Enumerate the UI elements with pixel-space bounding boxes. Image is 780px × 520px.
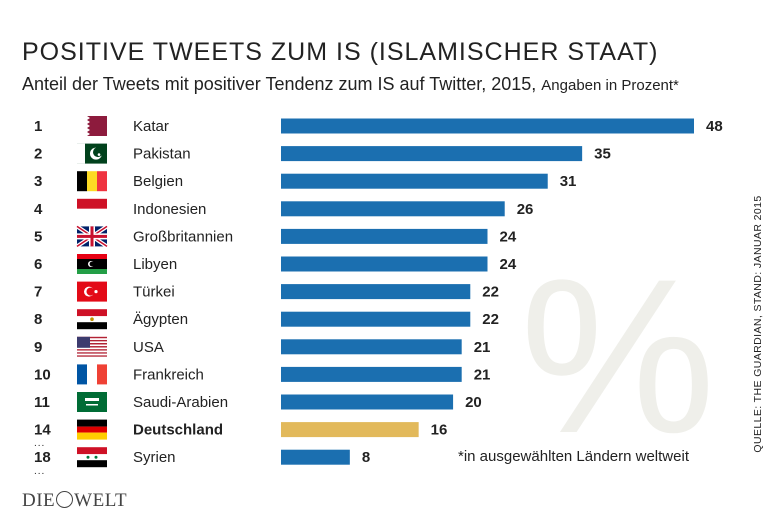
country-label: Ägypten (133, 311, 188, 328)
value-label: 21 (474, 339, 491, 356)
globe-icon (56, 491, 74, 508)
rank-label: 14 (34, 422, 51, 439)
value-label: 24 (500, 256, 517, 273)
rank-label: 7 (34, 284, 42, 301)
country-label: USA (133, 339, 164, 356)
flag-egypt-icon (77, 309, 107, 330)
rank-label: 3 (34, 173, 42, 190)
value-label: 20 (465, 394, 482, 411)
value-label: 16 (431, 422, 448, 439)
logo-right: WELT (74, 490, 128, 511)
country-label: Indonesien (133, 201, 206, 218)
bar (281, 173, 548, 189)
bar (281, 449, 350, 465)
rank-label: 1 (34, 118, 42, 135)
flag-syria-icon (77, 447, 107, 468)
country-label: Großbritannien (133, 228, 233, 245)
chart-title: POSITIVE TWEETS ZUM IS (ISLAMISCHER STAA… (22, 38, 659, 66)
bar (281, 422, 419, 438)
value-label: 48 (706, 118, 723, 135)
rank-label: 2 (34, 146, 42, 163)
country-label: Deutschland (133, 422, 223, 439)
bar (281, 339, 462, 355)
bar (281, 201, 505, 217)
country-label: Saudi-Arabien (133, 394, 228, 411)
country-label: Syrien (133, 449, 176, 466)
rank-label: 9 (34, 339, 42, 356)
flag-indonesia-icon (77, 198, 107, 219)
rank-gap-ellipsis-2: ... (34, 466, 46, 477)
bar (281, 284, 471, 300)
chart-subtitle: Anteil der Tweets mit positiver Tendenz … (22, 74, 679, 95)
rank-label: 11 (34, 394, 50, 411)
value-label: 35 (594, 146, 611, 163)
value-label: 8 (362, 449, 370, 466)
value-label: 31 (560, 173, 577, 190)
rank-label: 4 (34, 201, 43, 218)
rank-gap-ellipsis: ... (34, 438, 46, 449)
value-label: 22 (482, 311, 499, 328)
subtitle-text: Anteil der Tweets mit positiver Tendenz … (22, 74, 537, 94)
flag-belgium-icon (77, 171, 107, 192)
value-label: 24 (500, 228, 517, 245)
die-welt-logo: DIE WELT (22, 490, 127, 512)
flag-saudi-arabia-icon (77, 392, 107, 412)
flag-germany-icon (77, 419, 107, 440)
rank-label: 10 (34, 366, 51, 383)
flag-libya-icon (77, 254, 107, 274)
flag-turkey-icon (77, 281, 107, 302)
country-label: Katar (133, 118, 169, 135)
country-label: Türkei (133, 284, 175, 301)
country-label: Frankreich (133, 366, 204, 383)
rank-label: 5 (34, 228, 42, 245)
bar (281, 311, 471, 327)
rank-label: 18 (34, 449, 51, 466)
source-note: QUELLE: THE GUARDIAN, STAND: JANUAR 2015 (752, 195, 764, 453)
bar (281, 146, 583, 162)
flag-usa-icon (77, 336, 107, 359)
rank-label: 8 (34, 311, 42, 328)
country-label: Libyen (133, 256, 177, 273)
unit-note: Angaben in Prozent* (541, 77, 679, 94)
bar (281, 394, 454, 410)
flag-qatar-icon (77, 116, 107, 136)
bar (281, 366, 462, 382)
footnote: *in ausgewählten Ländern weltweit (458, 448, 689, 465)
logo-left: DIE (22, 490, 56, 511)
percent-watermark: % (520, 233, 716, 479)
country-label: Pakistan (133, 146, 191, 163)
value-label: 22 (482, 284, 499, 301)
bar (281, 256, 488, 272)
value-label: 26 (517, 201, 534, 218)
bar (281, 118, 694, 134)
rank-label: 6 (34, 256, 42, 273)
bar (281, 228, 488, 244)
value-label: 21 (474, 366, 491, 383)
country-label: Belgien (133, 173, 183, 190)
flag-pakistan-icon (77, 143, 107, 164)
flag-uk-icon (75, 224, 109, 249)
flag-france-icon (77, 364, 107, 385)
